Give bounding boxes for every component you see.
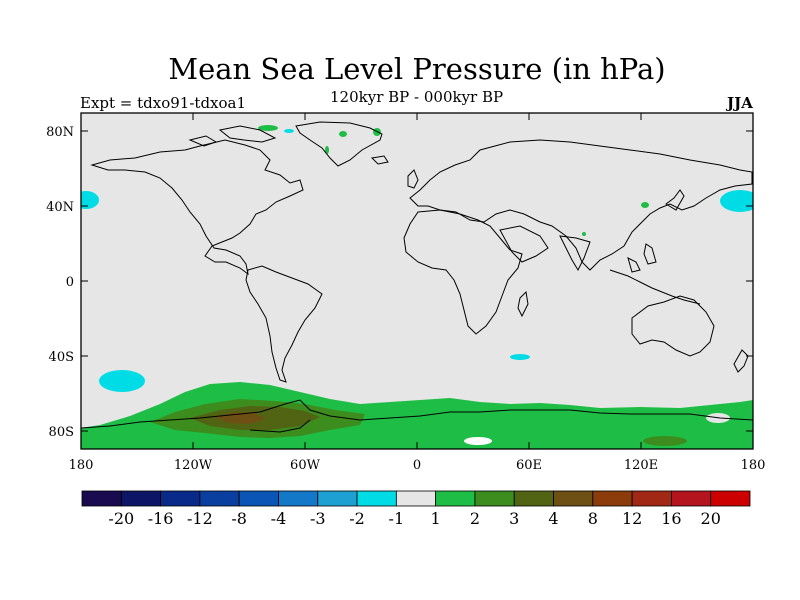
- anomaly-region-north-pacific-east: [720, 190, 753, 212]
- colorbar-swatch: [199, 490, 240, 507]
- coastlines: [81, 121, 753, 433]
- colorbar-label: 3: [509, 509, 519, 528]
- colorbar-label: -3: [310, 509, 326, 528]
- colorbar-label: 4: [548, 509, 558, 528]
- lon-label-180e: 180: [741, 458, 766, 473]
- anomaly-spot-arctic-2: [339, 131, 347, 137]
- lat-label-40n: 40N: [46, 200, 74, 215]
- anomaly-spot-asia-2: [582, 232, 586, 236]
- anomaly-region-south-indian: [643, 436, 687, 446]
- lat-label-80n: 80N: [46, 125, 74, 140]
- lon-ticks: [192, 113, 642, 449]
- colorbar-label: 16: [661, 509, 681, 528]
- colorbar-swatch: [710, 490, 751, 507]
- colorbar-swatch: [160, 490, 201, 507]
- anomaly-zero-patch-1: [464, 437, 492, 445]
- anomaly-spot-arctic-4: [325, 146, 329, 154]
- colorbar-labels: -20 -16 -12 -8 -4 -3 -2 -1 1 2 3 4 8 12 16 20: [108, 509, 720, 528]
- colorbar: [81, 490, 751, 507]
- colorbar-swatch: [356, 490, 397, 507]
- lon-label-180w: 180: [69, 458, 94, 473]
- colorbar-label: -4: [271, 509, 287, 528]
- lat-label-40s: 40S: [49, 350, 74, 365]
- colorbar-label: -2: [349, 509, 365, 528]
- colorbar-swatch: [278, 490, 319, 507]
- colorbar-swatch: [81, 490, 122, 507]
- anomaly-region-indian-ocean-neg: [510, 354, 530, 360]
- lon-label-0: 0: [413, 458, 421, 473]
- map-subtitle: 120kyr BP - 000kyr BP: [330, 88, 504, 106]
- colorbar-label: -1: [389, 509, 405, 528]
- lat-ticks: [81, 130, 753, 432]
- anomaly-region-north-pacific-west: [81, 191, 99, 209]
- colorbar-swatch: [435, 490, 476, 507]
- colorbar-label: -12: [187, 509, 213, 528]
- lat-label-80s: 80S: [49, 425, 74, 440]
- colorbar-label: 8: [588, 509, 598, 528]
- season-label: JJA: [727, 94, 753, 112]
- anomaly-spot-arctic-1: [258, 125, 278, 131]
- experiment-label: Expt = tdxo91-tdxoa1: [80, 94, 247, 112]
- colorbar-swatch: [238, 490, 279, 507]
- colorbar-label: -16: [148, 509, 174, 528]
- map-title: Mean Sea Level Pressure (in hPa): [168, 52, 666, 86]
- colorbar-swatch: [631, 490, 672, 507]
- colorbar-swatch: [120, 490, 161, 507]
- anomaly-spot-cyan-arctic: [284, 129, 294, 133]
- colorbar-label: 1: [431, 509, 441, 528]
- colorbar-label: 12: [622, 509, 642, 528]
- anomaly-spot-asia-1: [641, 202, 649, 208]
- colorbar-label: -8: [231, 509, 247, 528]
- lat-label-0: 0: [66, 275, 74, 290]
- colorbar-swatch: [671, 490, 712, 507]
- colorbar-label: 2: [470, 509, 480, 528]
- lon-label-60e: 60E: [516, 458, 542, 473]
- colorbar-swatch: [592, 490, 633, 507]
- colorbar-swatch: [513, 490, 554, 507]
- colorbar-swatch: [553, 490, 594, 507]
- colorbar-swatch: [474, 490, 515, 507]
- colorbar-swatch: [395, 490, 437, 507]
- anomaly-region-south-pacific-neg: [99, 370, 145, 392]
- lon-label-120e: 120E: [624, 458, 658, 473]
- colorbar-swatch: [317, 490, 358, 507]
- colorbar-label: 20: [701, 509, 721, 528]
- lon-label-60w: 60W: [290, 458, 321, 473]
- colorbar-label: -20: [108, 509, 134, 528]
- lon-label-120w: 120W: [174, 458, 213, 473]
